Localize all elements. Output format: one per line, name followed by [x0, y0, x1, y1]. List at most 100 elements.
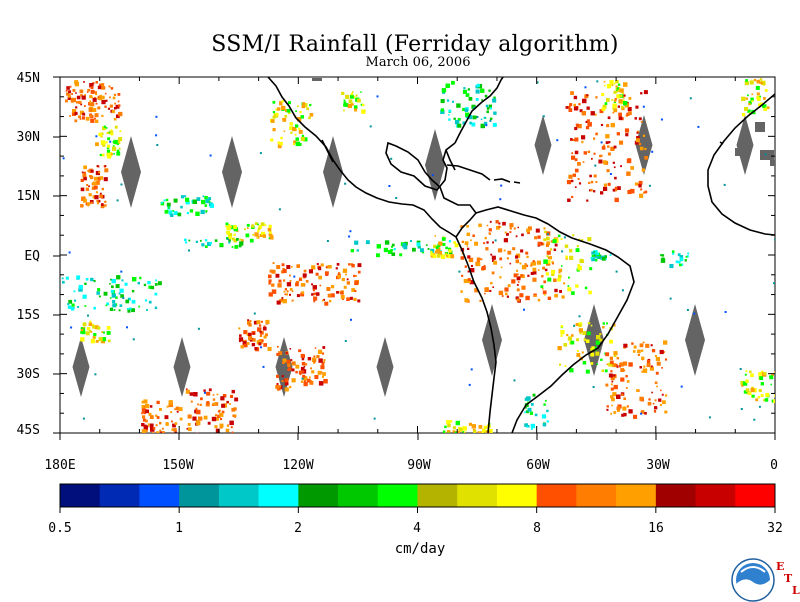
rain-cell [344, 103, 349, 107]
rain-cell [289, 280, 292, 282]
rain-cell [76, 101, 79, 104]
rain-cell [491, 255, 496, 260]
rain-cell [509, 223, 514, 228]
rain-cell [755, 398, 759, 402]
rain-cell [217, 414, 221, 418]
rain-cell [457, 117, 461, 121]
rain-cell [595, 96, 598, 99]
coastline-cuba [446, 164, 491, 181]
rain-cell [619, 88, 624, 93]
rain-cell [468, 115, 473, 120]
rain-cell [498, 248, 503, 253]
colorbar-swatch-10 [457, 484, 498, 507]
rain-cell [527, 425, 530, 428]
coastline-florida [445, 149, 456, 171]
rain-cell [99, 176, 104, 180]
rain-cell [470, 239, 472, 242]
rain-cell [283, 290, 286, 293]
rain-cell [758, 405, 761, 408]
rain-cell [573, 106, 579, 111]
rain-cell [598, 159, 603, 164]
rain-cell [485, 124, 488, 127]
rain-cell [288, 101, 291, 105]
rain-cell [569, 368, 574, 373]
rain-cell [544, 399, 547, 402]
rain-cell [516, 288, 520, 292]
rain-cell [289, 348, 292, 350]
rain-cell [146, 309, 148, 311]
rain-cell [259, 152, 262, 155]
rain-cell [94, 176, 98, 181]
rain-cell [446, 255, 448, 257]
rain-cell [304, 363, 308, 366]
rain-cell [567, 336, 572, 341]
rain-cell [464, 241, 469, 245]
rain-cell [299, 373, 302, 376]
rain-cell [410, 240, 412, 242]
rain-cell [473, 430, 477, 433]
rain-cell [159, 408, 162, 411]
rain-cell [643, 191, 646, 194]
rain-cell [282, 358, 287, 363]
rain-cell [759, 102, 763, 106]
rain-cell [285, 293, 288, 296]
rain-cell [260, 235, 263, 237]
rain-cell [615, 89, 618, 92]
rain-cell [239, 238, 242, 241]
rain-cell [309, 380, 314, 385]
rain-cell [74, 299, 77, 302]
rain-cell [623, 101, 628, 106]
rain-cell [105, 141, 108, 144]
rain-cell [483, 242, 486, 245]
rain-cell [114, 102, 116, 105]
rain-cell [272, 100, 276, 104]
rain-cell [509, 262, 512, 265]
rain-cell [324, 271, 329, 276]
rain-cell [308, 269, 313, 274]
rain-cell [763, 371, 767, 375]
rain-cell [513, 227, 516, 230]
rain-cell [489, 289, 492, 292]
rain-cell [101, 86, 105, 90]
rain-cell [97, 199, 101, 203]
rain-cell [601, 146, 606, 150]
rain-cell [216, 393, 219, 396]
rain-cell [634, 140, 639, 145]
rain-cell [463, 87, 466, 90]
rain-cell [353, 274, 356, 278]
rain-cell [574, 127, 578, 131]
rain-cell [118, 111, 123, 117]
rain-cell [613, 411, 617, 414]
rain-cell [351, 103, 354, 106]
rain-cell [516, 298, 520, 302]
rain-cell [312, 288, 316, 292]
rain-cell [105, 304, 108, 307]
rain-cell [587, 331, 591, 336]
rain-cell [173, 428, 177, 432]
rain-cell [630, 188, 635, 194]
rain-cell [579, 258, 584, 264]
rain-cell [486, 110, 489, 114]
rain-cell [603, 160, 608, 165]
rain-cell [614, 98, 617, 101]
map-date: March 06, 2006 [365, 55, 471, 70]
rain-cell [615, 90, 618, 93]
rain-cell [530, 423, 536, 429]
rain-cell [110, 278, 112, 281]
rain-cell [88, 185, 90, 188]
rain-cell [512, 247, 516, 251]
rain-cell [179, 417, 183, 421]
rain-cell [609, 339, 613, 344]
rain-cell [503, 238, 508, 243]
rain-cell [262, 326, 267, 331]
rain-cell [623, 94, 626, 97]
rain-cell [149, 415, 154, 419]
rain-cell [169, 212, 173, 216]
rain-cell [290, 131, 293, 134]
rain-cell [230, 426, 233, 429]
colorbar-swatch-0 [60, 484, 101, 507]
rain-cell [621, 92, 624, 95]
rain-cell [82, 322, 87, 327]
rain-cell [525, 264, 529, 267]
rain-cell [578, 315, 581, 318]
